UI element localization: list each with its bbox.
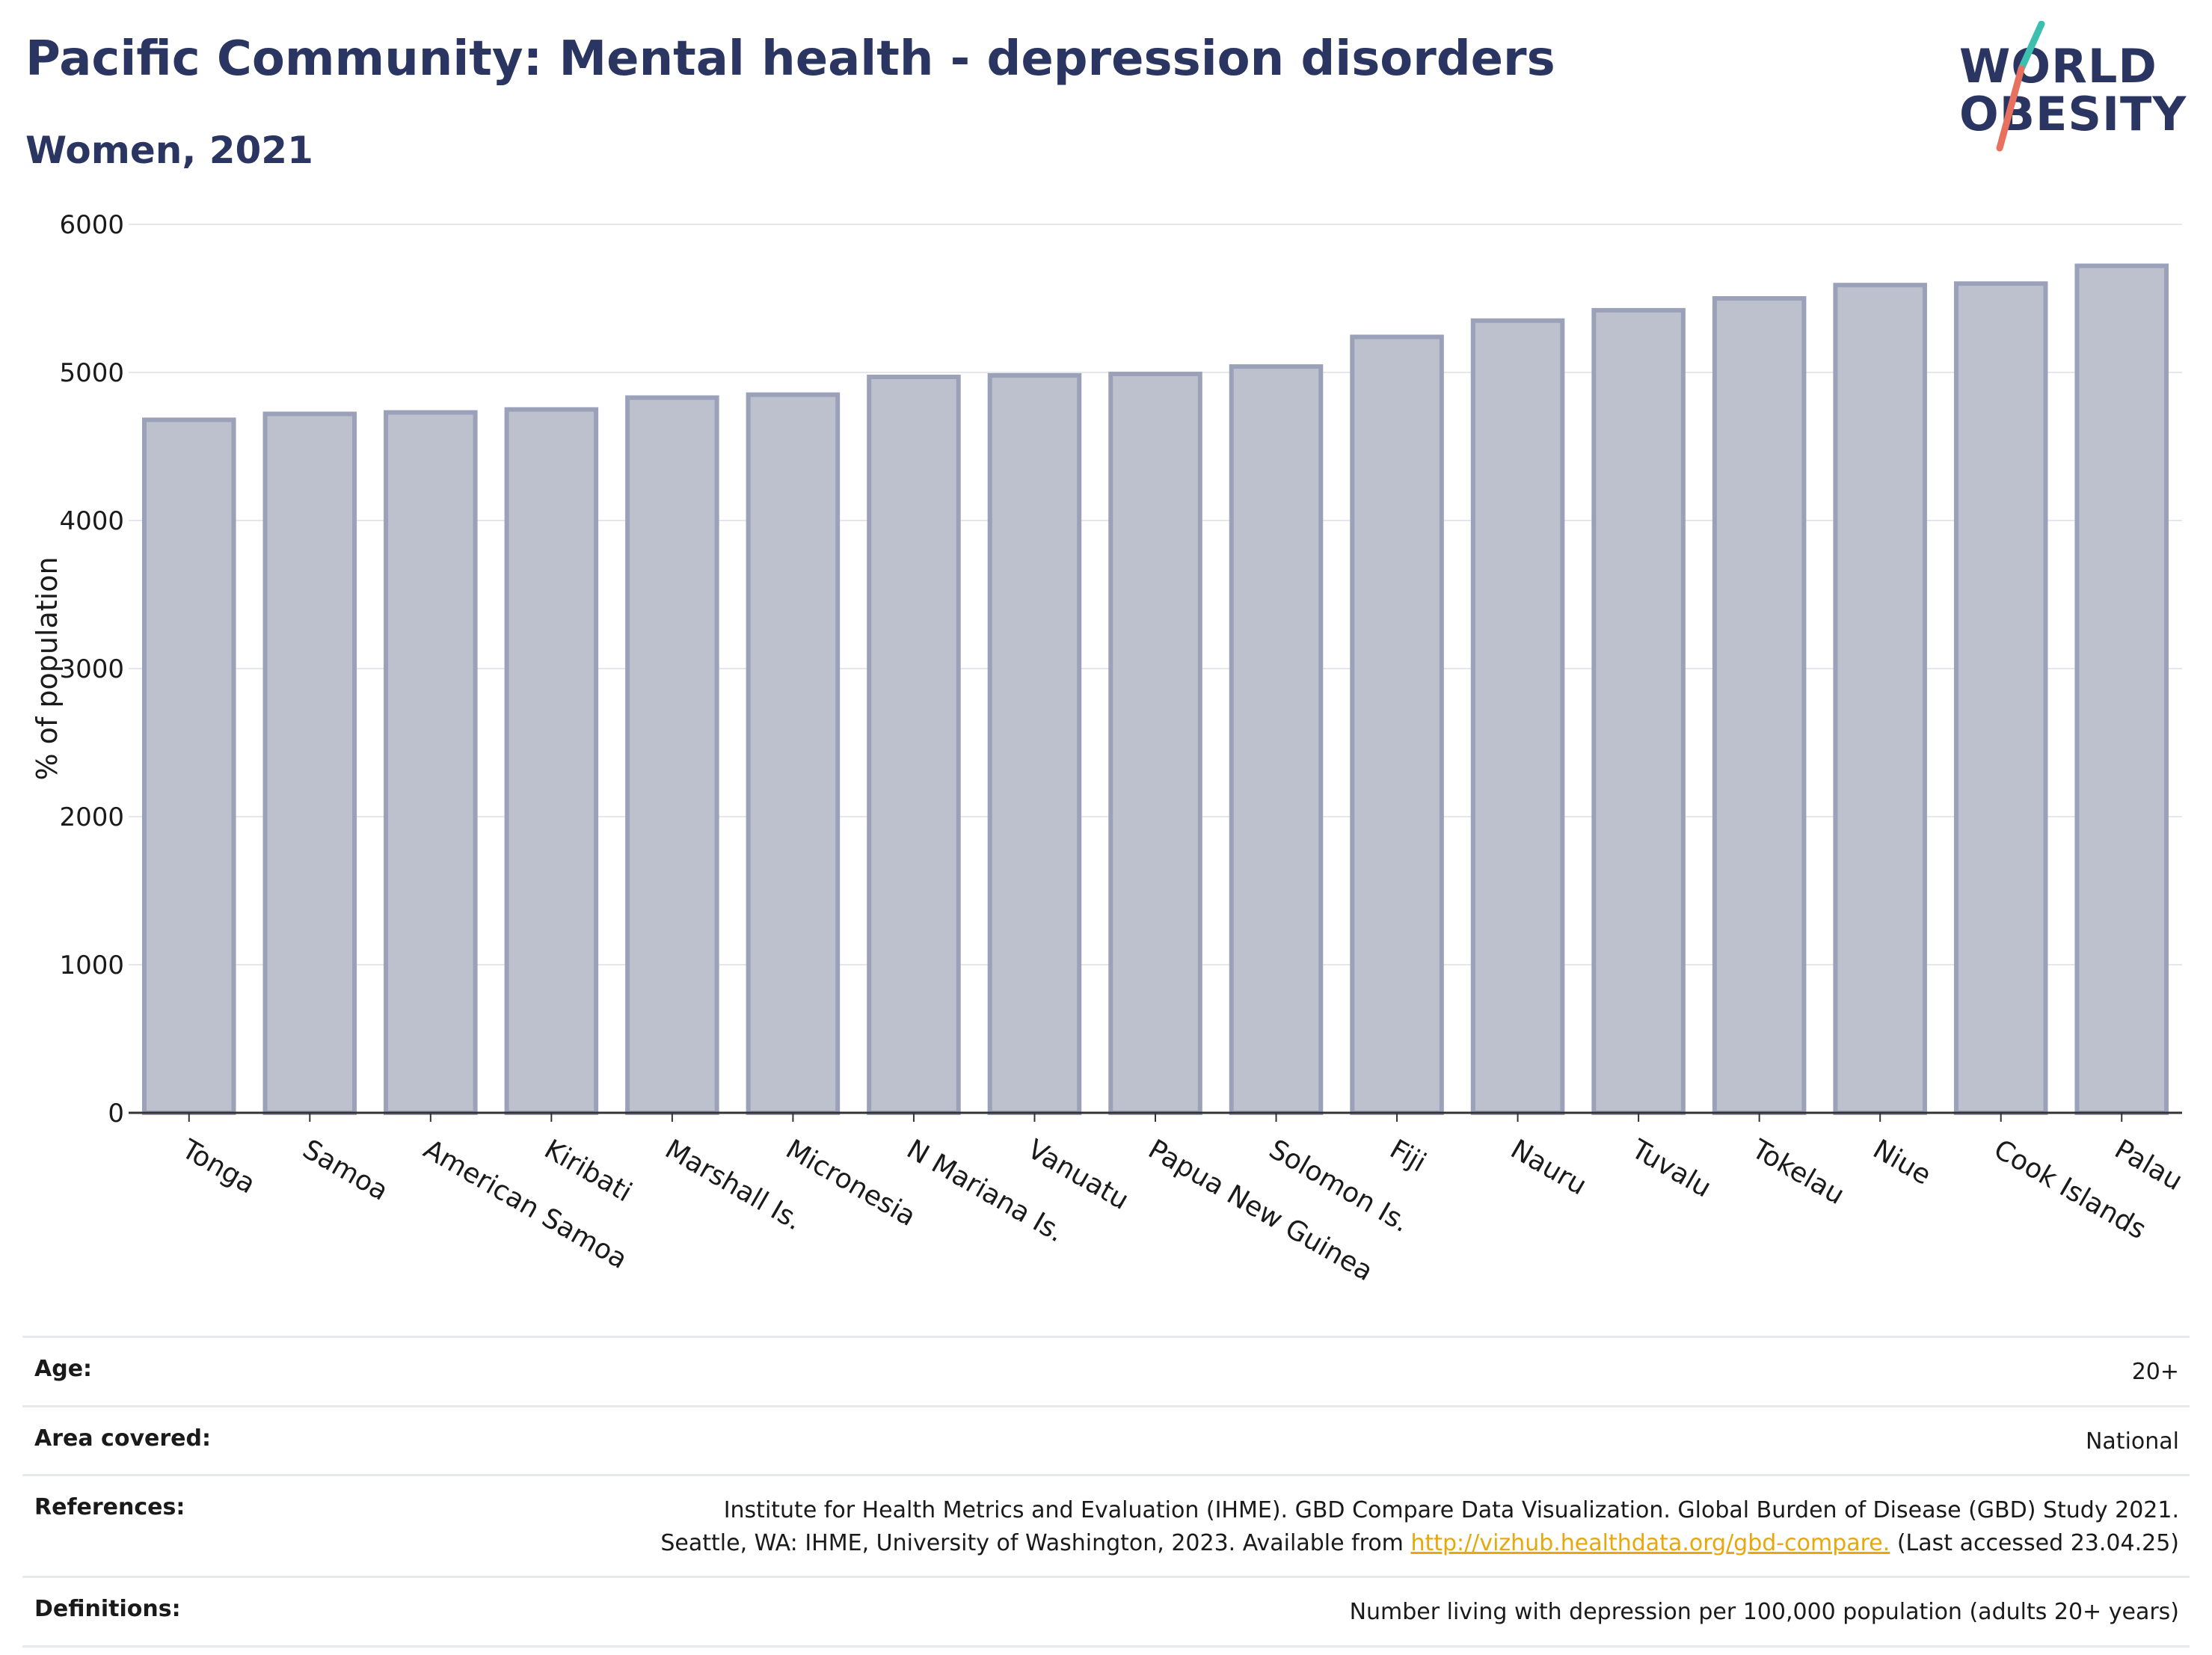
metadata-table: Age: 20+ Area covered: National Referenc… [22, 1336, 2190, 1648]
y-tick-label: 1000 [59, 951, 124, 980]
x-tick-label: Tonga [176, 1134, 260, 1200]
reference-line-2-end: (Last accessed 23.04.25) [1890, 1529, 2179, 1556]
meta-label-age: Age: [34, 1356, 93, 1382]
x-tick-label: Palau [2110, 1134, 2188, 1197]
x-tick-label: Niue [1868, 1134, 1936, 1191]
reference-line-1: Institute for Health Metrics and Evaluat… [723, 1497, 2179, 1523]
x-tick-label: Papua New Guinea [1143, 1134, 1378, 1287]
chart-title: Pacific Community: Mental health - depre… [25, 31, 1555, 87]
y-axis-title: % of population [31, 556, 64, 780]
bar [1953, 281, 2048, 1116]
y-tick-label: 5000 [59, 358, 124, 388]
logo-slash-icon [1996, 21, 2045, 152]
y-tick-label: 3000 [59, 654, 124, 684]
meta-value-age: 20+ [2131, 1359, 2179, 1385]
x-tick-label: Kiribati [539, 1134, 637, 1208]
logo-line-2: OBESITY [1959, 87, 2187, 141]
x-tick-label: Tokelau [1746, 1134, 1849, 1211]
x-tick-label: American Samoa [418, 1134, 632, 1275]
meta-value-area: National [2085, 1428, 2179, 1455]
bar [1108, 371, 1202, 1116]
world-obesity-logo: WORLD OBESITY [1944, 21, 2199, 163]
y-tick-label: 2000 [59, 802, 124, 832]
x-tick-label: Nauru [1505, 1134, 1591, 1201]
reference-link[interactable]: http://vizhub.healthdata.org/gbd-compare… [1410, 1529, 1890, 1556]
bar [504, 407, 599, 1115]
bar [2074, 263, 2169, 1116]
bar [746, 392, 841, 1115]
bar [262, 411, 357, 1115]
meta-row-area: Area covered: National [22, 1404, 2190, 1475]
bar [625, 395, 719, 1116]
meta-value-references: Institute for Health Metrics and Evaluat… [660, 1494, 2179, 1559]
y-tick-label: 6000 [59, 210, 124, 240]
meta-row-age: Age: 20+ [22, 1336, 2190, 1405]
bar [1229, 364, 1324, 1115]
x-tick-label: Fiji [1385, 1134, 1431, 1179]
bar [1591, 307, 1686, 1116]
bar [141, 417, 236, 1115]
logo-line-1: WORLD [1959, 39, 2157, 93]
x-tick-label: Marshall Is. [660, 1134, 807, 1236]
meta-row-references: References: Institute for Health Metrics… [22, 1474, 2190, 1576]
bar [1712, 296, 1807, 1115]
reference-line-2-start: Seattle, WA: IHME, University of Washing… [660, 1529, 1411, 1556]
meta-label-references: References: [34, 1494, 185, 1520]
bar [1350, 334, 1444, 1116]
meta-row-definitions: Definitions: Number living with depressi… [22, 1576, 2190, 1648]
bar [384, 410, 478, 1115]
y-tick-label: 4000 [59, 506, 124, 536]
bar [1833, 283, 1927, 1115]
x-tick-label: Tuvalu [1626, 1134, 1716, 1204]
bar [1470, 318, 1565, 1116]
meta-label-area: Area covered: [34, 1425, 211, 1452]
bar [867, 374, 961, 1115]
chart-subtitle: Women, 2021 [25, 129, 313, 172]
meta-value-definitions: Number living with depression per 100,00… [1349, 1599, 2179, 1625]
meta-label-definitions: Definitions: [34, 1596, 181, 1622]
y-tick-label: 0 [108, 1099, 124, 1129]
x-tick-label: Samoa [298, 1134, 393, 1207]
bar-chart: 0 1000 2000 3000 4000 5000 6000 Tonga Samoa Ameri… [31, 210, 2188, 1287]
bar [987, 372, 1082, 1115]
